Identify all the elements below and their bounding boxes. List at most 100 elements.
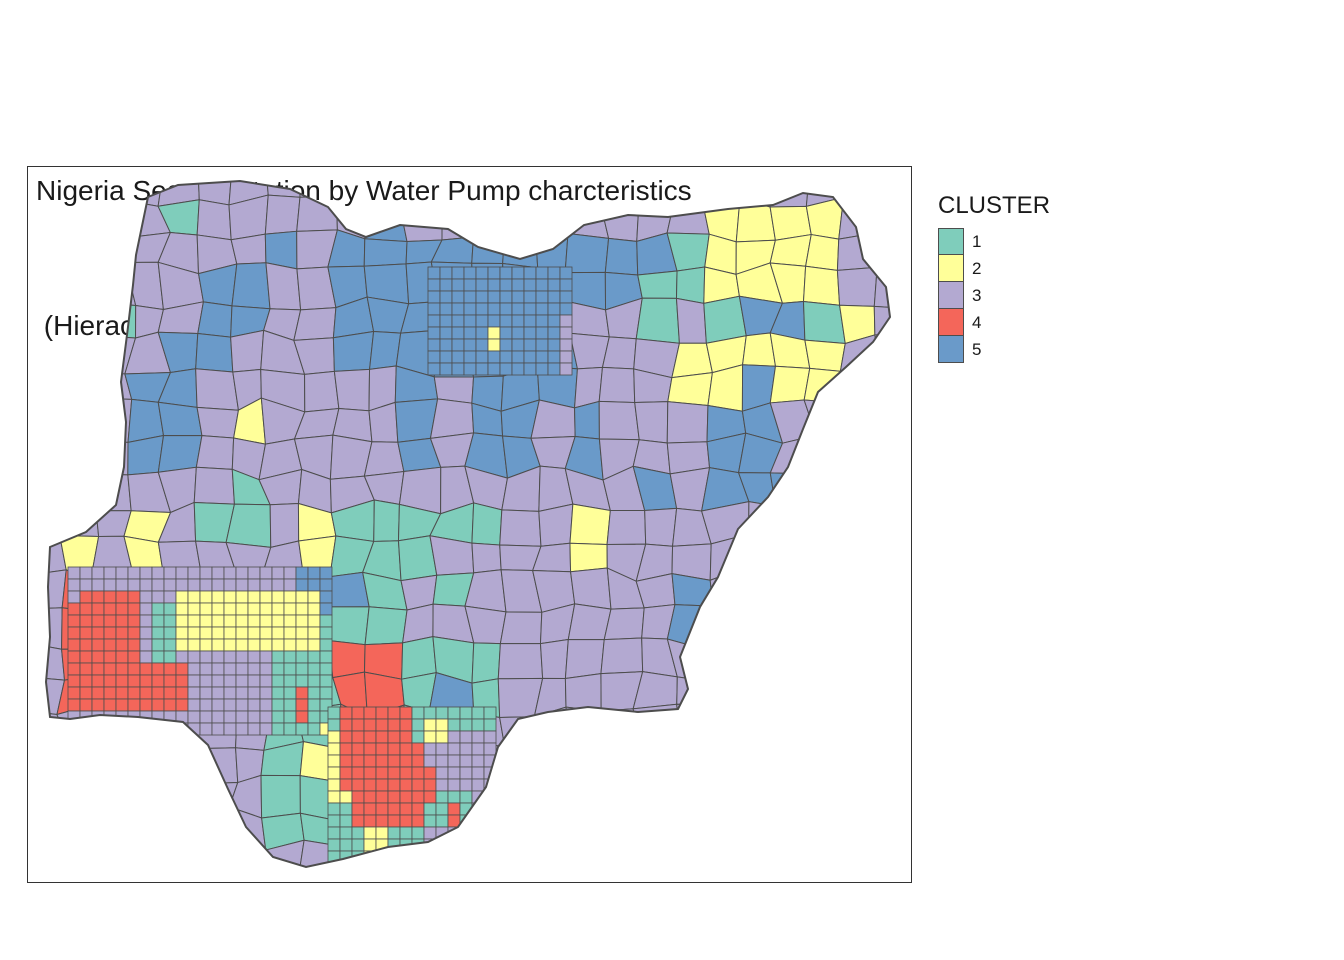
lga-region [363,814,377,828]
lga-region [247,698,261,712]
lga-region [223,566,237,580]
lga-region [471,850,485,864]
lga-region [333,181,370,202]
lga-region [211,638,225,652]
lga-region [175,698,189,712]
lga-region [211,602,225,616]
lga-region [363,718,377,732]
lga-region [701,704,745,747]
lga-region [157,807,199,852]
lga-region [439,338,453,352]
lga-region [427,338,441,352]
lga-region [559,362,573,376]
lga-region [46,778,68,814]
lga-region [908,645,913,678]
lga-region [339,826,353,840]
lga-region [447,850,461,864]
lga-region [351,778,365,792]
lga-region [79,662,93,676]
lga-region [769,607,817,651]
lga-region [535,314,549,328]
lga-region [223,626,237,640]
lga-region [163,722,177,736]
legend-label: 2 [972,258,982,278]
lga-region [375,754,389,768]
lga-region [387,718,401,732]
lga-region [559,266,573,280]
lga-region [559,302,573,316]
lga-region [423,814,437,828]
lga-region [535,326,549,340]
lga-region [307,638,321,652]
lga-region [559,290,573,304]
lga-region [907,466,913,507]
lga-region [295,674,309,688]
lga-region [235,602,249,616]
lga-region [199,662,213,676]
lga-region [60,196,92,235]
lga-region [259,662,273,676]
lga-region [843,772,880,814]
legend-label: 4 [972,312,982,332]
lga-region [139,650,153,664]
lga-region [127,722,141,736]
lga-region [483,718,497,732]
lga-region [151,602,165,616]
lga-region [769,738,816,785]
lga-region [103,686,117,700]
lga-region [79,638,93,652]
lga-region [247,710,261,724]
lga-region [211,686,225,700]
lga-region [139,614,153,628]
lga-region [499,716,545,747]
lga-region [712,670,745,708]
lga-region [199,710,213,724]
lga-region [56,503,100,537]
lga-region [327,706,341,720]
map-panel [27,166,912,883]
lga-region [911,604,913,648]
lga-region [395,878,432,884]
lga-region [483,814,497,828]
lga-region [307,698,321,712]
lga-region [259,638,273,652]
lga-region [644,507,678,547]
lga-region [115,674,129,688]
lga-region [195,332,234,373]
lga-region [295,590,309,604]
lga-region [639,806,669,851]
lga-region [46,370,67,406]
lga-region [199,566,213,580]
lga-region [319,626,333,640]
lga-region [559,350,573,364]
lga-region [293,307,337,341]
lga-region [838,196,885,240]
lga-region [67,638,81,652]
lga-region [838,876,885,884]
lga-region [363,838,377,852]
lga-region [811,847,847,867]
lga-region [769,365,811,404]
lga-region [326,571,370,608]
lga-region [319,638,333,652]
lga-region [46,810,63,848]
lga-region [307,578,321,592]
lga-region [163,674,177,688]
lga-region [402,603,434,644]
lga-region [271,602,285,616]
lga-region [451,362,465,376]
lga-region [451,326,465,340]
lga-region [223,638,237,652]
lga-region [387,826,401,840]
lga-region [151,674,165,688]
lga-region [103,626,117,640]
lga-region [125,737,172,786]
lga-region [471,754,485,768]
lga-region [60,228,93,275]
lga-region [91,626,105,640]
lga-region [139,698,153,712]
lga-region [319,614,333,628]
lga-region [483,730,497,744]
lga-region [600,181,641,209]
lga-region [327,766,341,780]
